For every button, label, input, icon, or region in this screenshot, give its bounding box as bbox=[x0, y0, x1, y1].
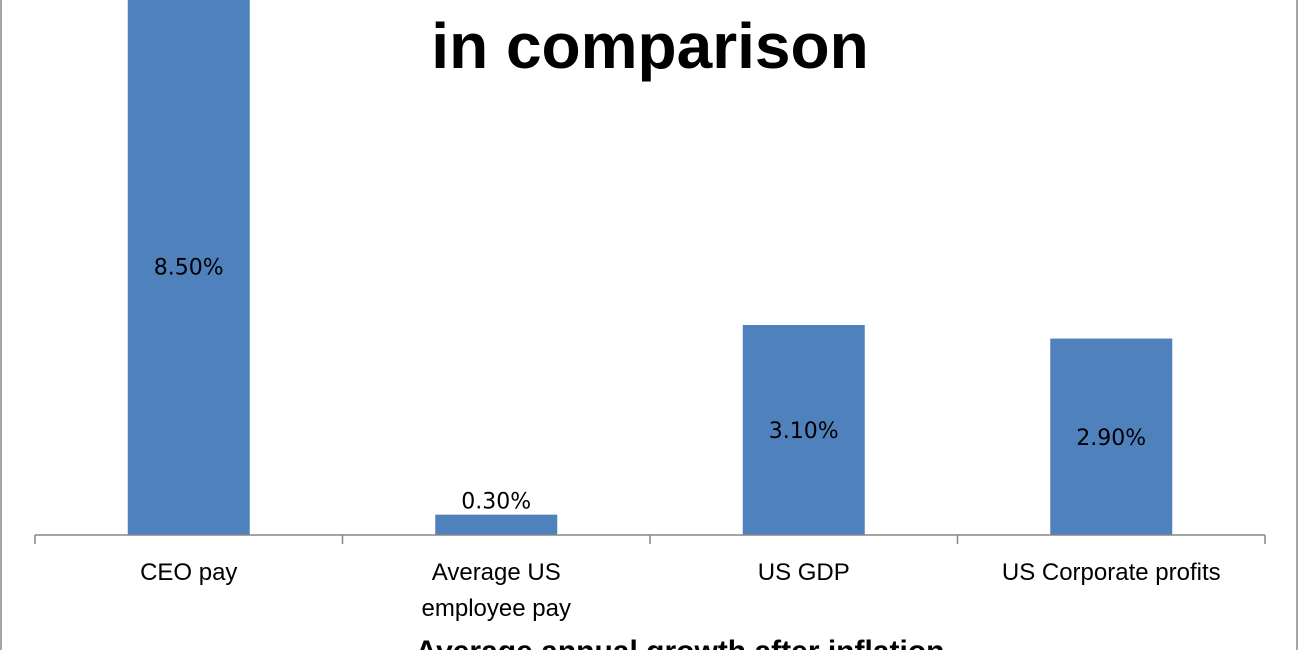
category-label-2-line-2: employee pay bbox=[422, 595, 571, 622]
bar-2 bbox=[435, 514, 558, 535]
bar-3 bbox=[742, 325, 865, 535]
category-labels-group: CEO pay Average US employee pay US GDP US Co… bbox=[140, 559, 1221, 622]
category-label-3: US GDP bbox=[758, 559, 850, 586]
data-label-3: 3.10% bbox=[769, 419, 839, 444]
category-label-4: US Corporate profits bbox=[1002, 559, 1221, 586]
category-label-1: CEO pay bbox=[140, 559, 237, 586]
data-labels-group: 8.50% 0.30% 3.10% 2.90% bbox=[154, 256, 1146, 515]
data-label-1: 8.50% bbox=[154, 256, 224, 281]
bars-group bbox=[127, 0, 1173, 535]
x-axis-title: Average annual growth after inflation bbox=[416, 635, 945, 650]
data-label-4: 2.90% bbox=[1076, 426, 1146, 451]
data-label-2: 0.30% bbox=[461, 490, 531, 515]
bar-1 bbox=[127, 0, 250, 535]
chart-title: in comparison bbox=[431, 10, 868, 82]
bar-4 bbox=[1050, 338, 1173, 535]
x-axis bbox=[34, 534, 1266, 544]
category-label-2-line-1: Average US bbox=[432, 559, 561, 586]
